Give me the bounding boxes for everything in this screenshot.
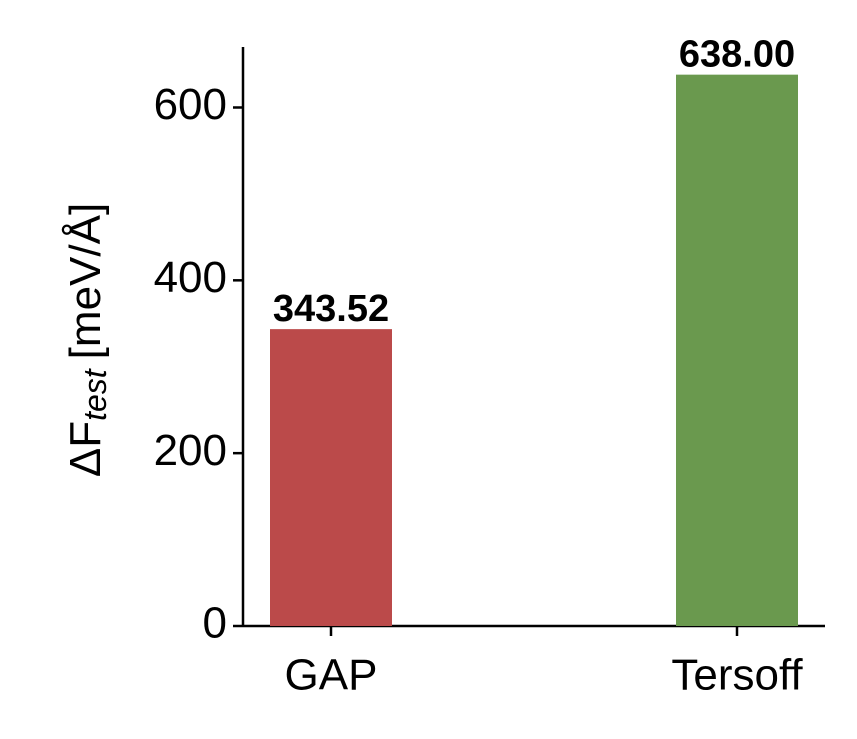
bar <box>270 329 392 626</box>
y-tick-label: 600 <box>154 80 227 129</box>
y-tick-label: 0 <box>203 599 227 648</box>
y-tick-label: 400 <box>154 253 227 302</box>
y-label-sub: test <box>77 368 113 421</box>
value-label: 343.52 <box>273 288 389 330</box>
bar <box>676 74 798 626</box>
y-tick-label: 200 <box>154 426 227 475</box>
y-label-unit: [meV/Å] <box>61 203 110 360</box>
y-label-main: ΔF <box>61 421 110 477</box>
x-tick-label: Tersoff <box>671 651 803 700</box>
x-tick-label: GAP <box>285 651 378 700</box>
y-axis-label: ΔFtest [meV/Å] <box>61 203 114 477</box>
value-label: 638.00 <box>679 34 795 76</box>
